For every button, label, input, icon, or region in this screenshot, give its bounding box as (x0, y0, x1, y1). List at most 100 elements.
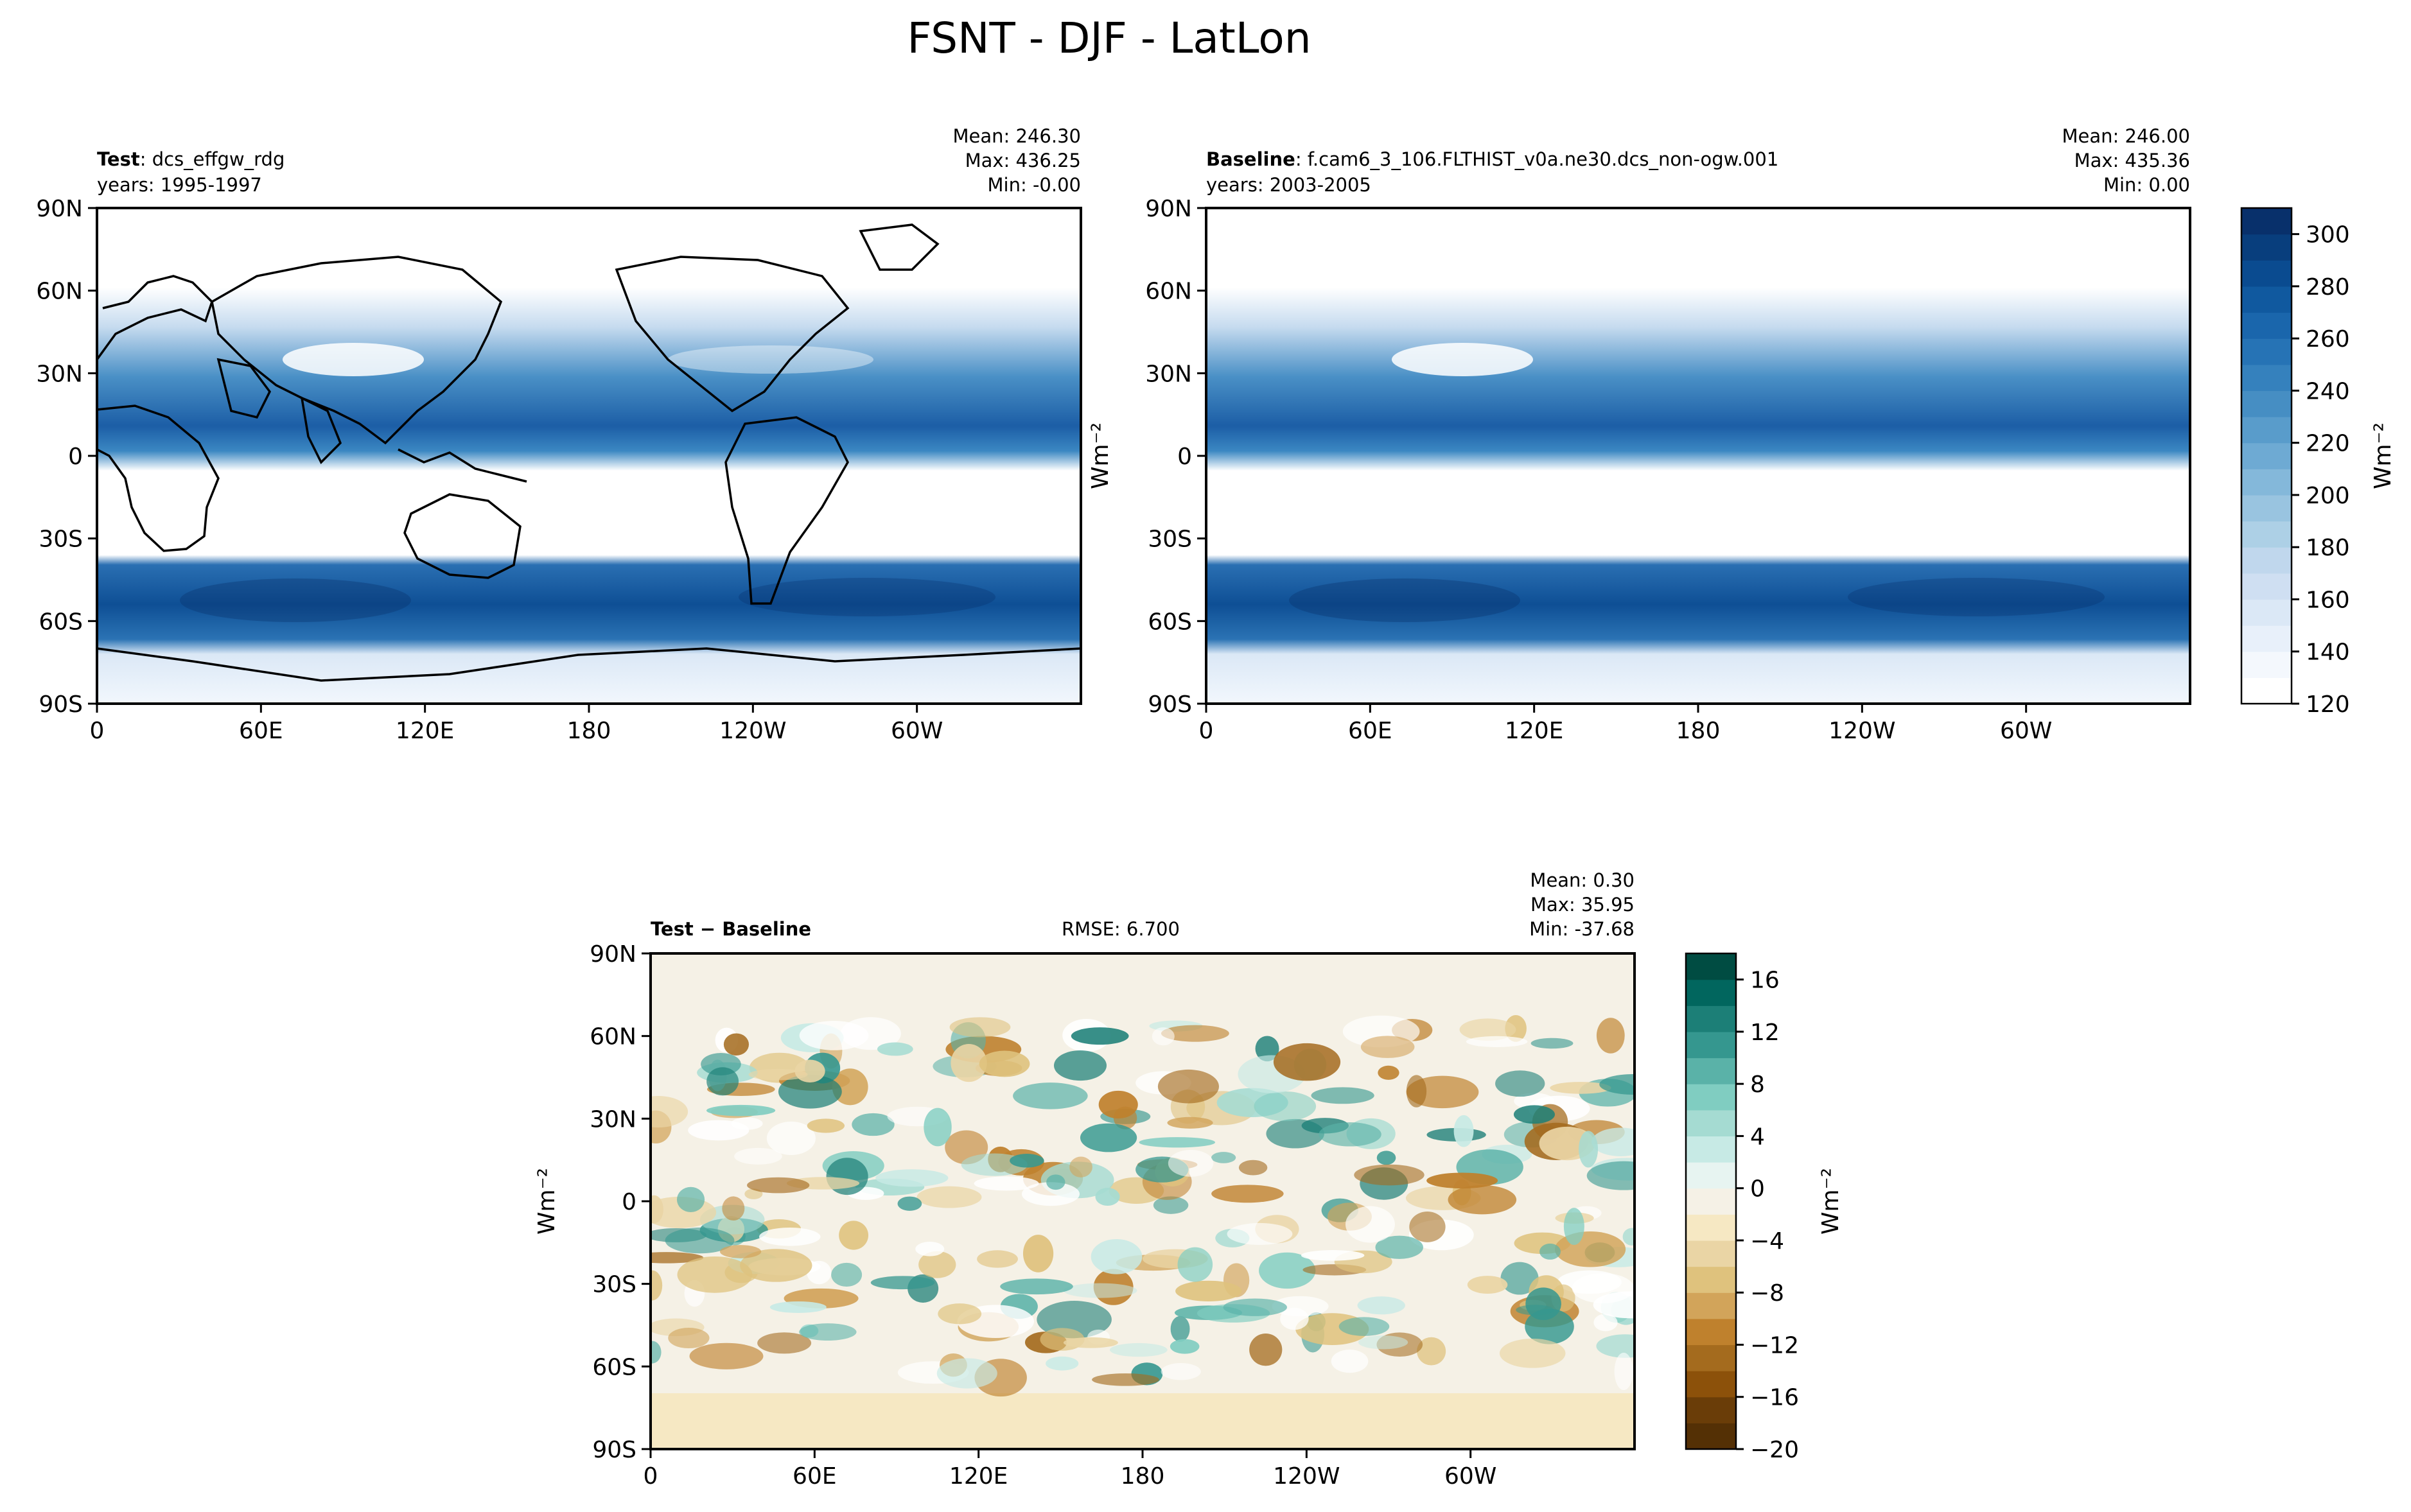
diff-anomaly-blob (651, 1341, 662, 1364)
diff-anomaly-blob (1161, 1363, 1201, 1380)
diff-anomaly-blob (1500, 1262, 1539, 1295)
diff-anomaly-blob (1495, 1070, 1545, 1097)
diff-anomaly-blob (1254, 1091, 1317, 1122)
x-tick-label: 60W (2000, 718, 2052, 744)
diff-anomaly-blob (651, 1195, 663, 1224)
diff-anomaly-blob (719, 1245, 762, 1258)
colorbar-tick-label: −20 (1750, 1437, 1799, 1463)
panel-diff: Test − Baseline RMSE: 6.700 Mean: 0.30 M… (534, 869, 1636, 1490)
colorbar-band (1686, 1005, 1736, 1032)
y-tick-label: 30N (590, 1106, 636, 1133)
diff-anomaly-blob (1080, 1123, 1137, 1152)
x-tick-label: 180 (1676, 718, 1721, 744)
colorbar-blues-frame (2240, 207, 2293, 705)
diff-anomaly-blob (1000, 1278, 1073, 1295)
diff-anomaly-blob (1499, 1338, 1566, 1368)
diff-anomaly-blob (1319, 1122, 1381, 1147)
diff-anomaly-blob (1406, 1075, 1427, 1108)
coast-greenland (859, 223, 940, 271)
colorbar-band (1686, 1031, 1736, 1059)
colorbar-tick-label: 120 (2306, 691, 2350, 718)
diff-anomaly-blob (1175, 1280, 1242, 1301)
panel-diff-units-label: Wm⁻² (534, 1168, 560, 1235)
colorbar-brbg-ticks: −20 −16 −12 −8 −4 0 4 8 12 16 (1736, 968, 1799, 1463)
coast-south-america (724, 416, 849, 605)
diff-anomaly-blob (1338, 1317, 1390, 1336)
test-map-clearsky-patch (283, 343, 424, 376)
panel-baseline-label-bold: Baseline (1206, 148, 1295, 170)
x-tick-label: 120W (1828, 718, 1895, 744)
diff-anomaly-blob (1091, 1238, 1143, 1274)
figure-title: FSNT - DJF - LatLon (907, 13, 1311, 63)
diff-anomaly-blob (924, 1108, 952, 1147)
diff-anomaly-blob (977, 1250, 1018, 1268)
diff-anomaly-blob (1139, 1137, 1216, 1148)
y-tick-label: 90N (590, 941, 636, 968)
x-tick-label: 0 (1199, 718, 1214, 744)
colorbar-band (1686, 1266, 1736, 1293)
colorbar-band (2241, 651, 2292, 678)
colorbar-band (1686, 1318, 1736, 1346)
x-tick-label: 60E (793, 1463, 837, 1490)
x-tick-label: 120W (1273, 1463, 1340, 1490)
diff-anomaly-blob (1354, 1164, 1425, 1186)
diff-anomaly-blob (1022, 1235, 1054, 1273)
diff-anomaly-blob (936, 1358, 997, 1389)
diff-anomaly-blob (722, 1196, 745, 1221)
colorbar-band (1686, 1162, 1736, 1189)
y-tick-label: 0 (68, 444, 83, 470)
coast-india (300, 395, 342, 464)
panel-test-label: Test: dcs_effgw_rdg (97, 148, 285, 170)
diff-anomaly-blob (918, 1251, 956, 1278)
panel-diff-min: Min: -37.68 (1529, 918, 1635, 940)
diff-anomaly-blob (1409, 1212, 1446, 1242)
x-tick-label: 60E (239, 718, 283, 744)
diff-anomaly-blob (875, 1169, 949, 1187)
diff-anomaly-blob (1280, 1307, 1309, 1330)
colorbar-band (2241, 338, 2292, 365)
diff-anomaly-blob (1170, 1339, 1200, 1354)
diff-anomaly-blob (1227, 1222, 1293, 1245)
diff-anomaly-blob (1378, 1065, 1399, 1080)
colorbar-tick-label: 300 (2306, 222, 2350, 248)
panel-test-years: years: 1995-1997 (97, 174, 262, 196)
colorbar-blues-ticks: 120 140 160 180 200 220 240 260 280 300 (2292, 222, 2350, 718)
diff-anomaly-blob (1530, 1038, 1574, 1049)
panel-test-label-rest: : dcs_effgw_rdg (140, 148, 285, 170)
diff-anomaly-blob (1170, 1316, 1190, 1343)
diff-anomaly-blob (938, 1303, 982, 1325)
diff-anomaly-blob (1249, 1333, 1283, 1366)
baseline-map-dark-patch (1289, 578, 1520, 622)
diff-axis-ticks: 0 60E 120E 180 120W 60W 90N 60N 30N 0 30S 60S 90S (590, 941, 1496, 1490)
test-map-coastlines (97, 223, 1081, 682)
test-map-dark-patch (739, 578, 995, 616)
diff-anomaly-blob (688, 1120, 750, 1141)
diff-anomaly-blob (1069, 1156, 1092, 1177)
x-tick-label: 120E (949, 1463, 1008, 1490)
colorbar-band (1686, 1371, 1736, 1398)
colorbar-tick-label: 200 (2306, 483, 2350, 509)
y-tick-label: 60N (1145, 279, 1192, 305)
panel-test-max: Max: 436.25 (965, 150, 1081, 171)
colorbar-band (2241, 364, 2292, 392)
diff-anomaly-blob (951, 1044, 987, 1082)
diff-anomaly-blob (852, 1113, 895, 1136)
diff-anomaly-blob (949, 1017, 1011, 1038)
diff-anomaly-blob (799, 1323, 857, 1341)
colorbar-band (2241, 677, 2292, 704)
colorbar-band (1686, 1109, 1736, 1137)
diff-anomaly-blob (1259, 1252, 1316, 1289)
diff-anomaly-blob (1593, 1314, 1618, 1332)
x-tick-label: 120W (719, 718, 786, 744)
diff-anomaly-blob (1013, 1082, 1088, 1109)
colorbar-brbg: −20 −16 −12 −8 −4 0 4 8 12 16 Wm⁻² (1685, 952, 1844, 1463)
panel-test-min: Min: -0.00 (988, 174, 1081, 196)
panel-baseline-years: years: 2003-2005 (1206, 174, 1371, 196)
diff-anomaly-blob (1453, 1115, 1474, 1147)
y-tick-label: 30N (1145, 361, 1192, 387)
diff-anomaly-blob (1596, 1334, 1635, 1358)
diff-anomaly-blob (1063, 1337, 1118, 1348)
x-tick-label: 120E (396, 718, 454, 744)
colorbar-band (2241, 417, 2292, 444)
diff-anomaly-blob (1063, 1283, 1137, 1298)
